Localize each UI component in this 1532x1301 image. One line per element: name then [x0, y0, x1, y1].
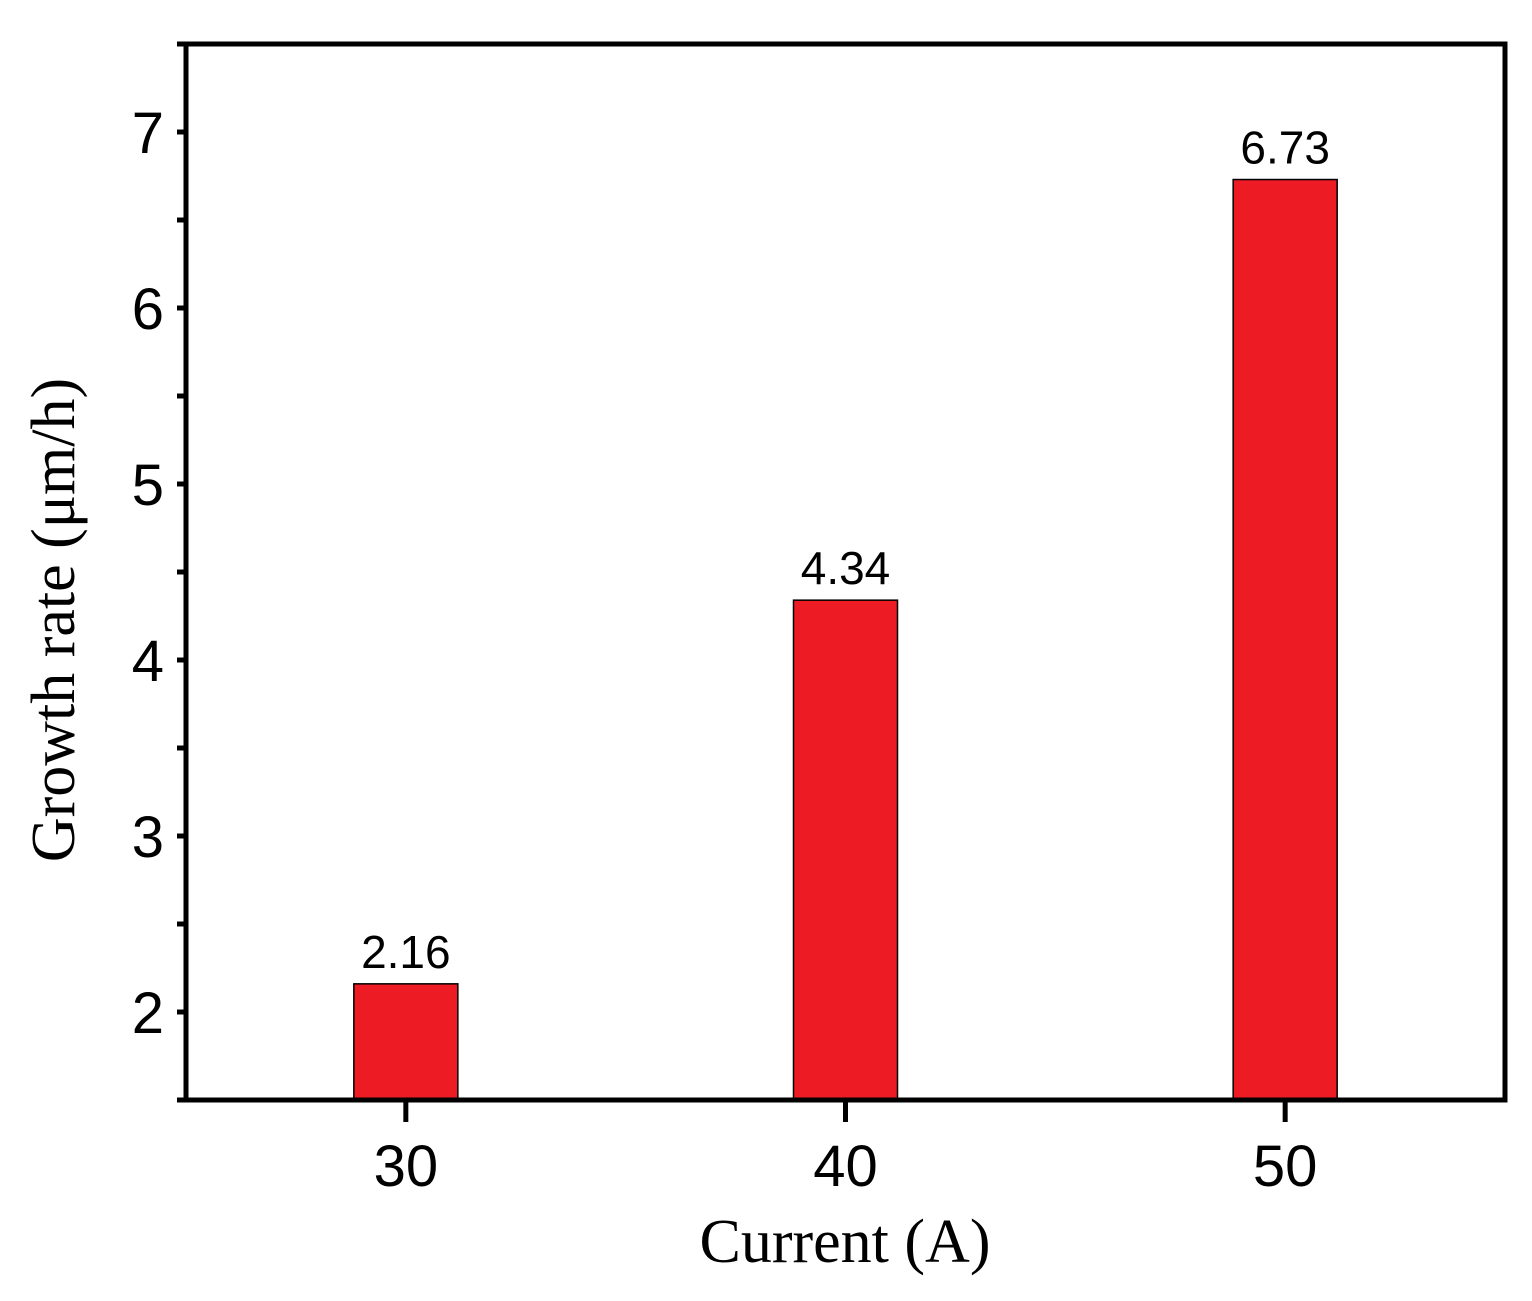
bar-40 — [792, 599, 899, 1101]
y-axis-title: Growth rate (μm/h) — [20, 378, 88, 862]
x-axis-title: Current (A) — [700, 1208, 991, 1276]
y-tick-label-2: 2 — [132, 981, 164, 1046]
x-axis-ticks: 30 40 50 — [374, 1100, 1318, 1199]
y-axis-ticks: 2 3 4 5 6 7 — [132, 41, 186, 1103]
data-label-50: 6.73 — [1240, 122, 1330, 174]
data-labels-group: 2.16 4.34 6.73 — [361, 122, 1330, 978]
bar-30 — [353, 983, 459, 1101]
x-tick-label-50: 50 — [1253, 1134, 1318, 1199]
y-tick-label-7: 7 — [132, 101, 164, 166]
data-label-40: 4.34 — [801, 542, 891, 594]
bars-group — [353, 178, 1338, 1101]
x-tick-label-30: 30 — [374, 1134, 439, 1199]
bar-50 — [1232, 178, 1338, 1101]
x-tick-label-40: 40 — [813, 1134, 878, 1199]
data-label-30: 2.16 — [361, 926, 451, 978]
y-tick-label-3: 3 — [132, 805, 164, 870]
y-tick-label-6: 6 — [132, 277, 164, 342]
y-tick-label-5: 5 — [132, 453, 164, 518]
y-tick-label-4: 4 — [132, 629, 164, 694]
